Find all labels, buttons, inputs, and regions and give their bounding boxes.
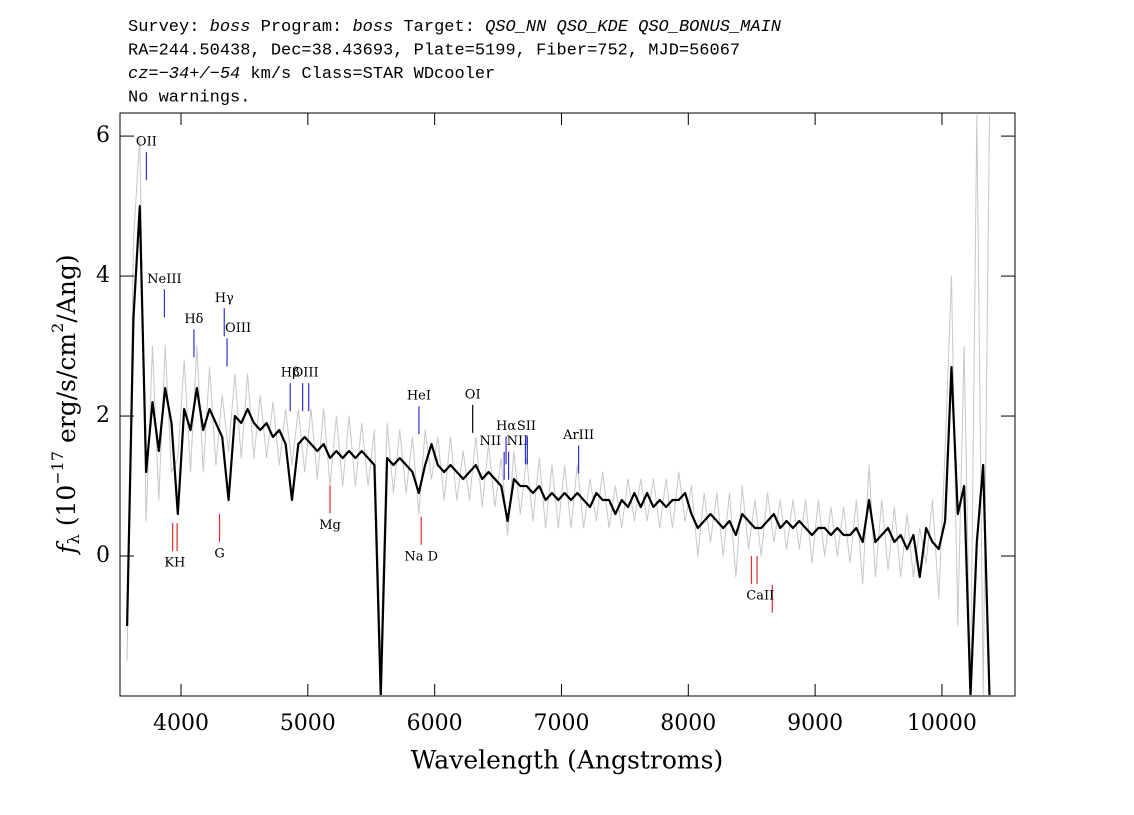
axes: 4000 5000 6000 7000 8000 9000 10000 0 2 4 6	[96, 113, 1015, 736]
x-axis-label: Wavelength (Angstroms)	[411, 746, 723, 775]
header-segment: km/s Class=STAR WDcooler	[240, 65, 495, 84]
y-label-segment: −17	[48, 451, 67, 485]
line-label: OII	[136, 135, 157, 150]
line-label: Hδ	[184, 312, 203, 327]
y-label-segment: /Ang)	[52, 254, 81, 322]
x-tick-label: 6000	[407, 711, 463, 736]
line-label: Hγ	[215, 291, 234, 306]
header-segment: Target:	[393, 18, 485, 37]
header-segment: boss	[352, 18, 393, 37]
y-label-segment: f	[52, 541, 81, 556]
line-label: HeI	[407, 389, 431, 404]
line-label: ArIII	[562, 428, 594, 443]
line-label: NII	[479, 434, 501, 449]
line-label: Hβ	[281, 366, 300, 381]
header-segment: RA=244.50438, Dec=38.43693, Plate=5199, …	[128, 42, 740, 61]
line-label: G	[214, 547, 224, 562]
y-label-segment: λ	[64, 534, 83, 544]
x-tick-label: 8000	[660, 711, 716, 736]
line-label: OIII	[293, 366, 319, 381]
y-tick-label: 2	[96, 403, 110, 428]
y-label-segment: erg/s/cm	[52, 333, 81, 451]
line-label: CaII	[746, 589, 774, 604]
header-line: RA=244.50438, Dec=38.43693, Plate=5199, …	[128, 42, 740, 61]
y-axis-label: fλ (10−17 erg/s/cm2/Ang)	[48, 254, 83, 555]
x-tick-label: 7000	[533, 711, 589, 736]
spectrum-line	[126, 204, 991, 695]
line-label: OIII	[225, 321, 251, 336]
header-segment: boss	[210, 18, 251, 37]
line-label: SII	[517, 419, 536, 434]
header-segment: No warnings.	[128, 89, 250, 108]
y-tick-label: 0	[96, 543, 110, 568]
header: Survey: boss Program: boss Target: QSO_N…	[128, 18, 782, 108]
y-tick-label: 6	[96, 123, 110, 148]
x-tick-label: 10000	[907, 711, 977, 736]
line-label: OI	[465, 387, 481, 402]
line-label: NII	[507, 434, 529, 449]
header-segment: cz=−34+/−54	[128, 65, 240, 84]
x-tick-label: 5000	[280, 711, 336, 736]
header-line: No warnings.	[128, 89, 250, 108]
y-tick-label: 4	[96, 263, 110, 288]
header-segment: Program:	[250, 18, 352, 37]
plot-area	[126, 114, 991, 695]
header-line: cz=−34+/−54 km/s Class=STAR WDcooler	[128, 65, 495, 84]
line-label: KH	[164, 556, 185, 571]
header-line: Survey: boss Program: boss Target: QSO_N…	[128, 18, 782, 37]
y-label-segment: (10	[52, 485, 81, 535]
line-label: Na D	[404, 549, 438, 564]
spectrum-line	[126, 114, 991, 695]
x-tick-label: 9000	[787, 711, 843, 736]
header-segment: QSO_NN QSO_KDE QSO_BONUS_MAIN	[485, 18, 782, 37]
plot-frame	[119, 112, 1016, 697]
line-label: Mg	[319, 518, 341, 533]
line-label: Hα	[496, 419, 516, 434]
line-label: NeIII	[147, 272, 181, 287]
y-label-segment: 2	[48, 323, 67, 333]
header-segment: Survey:	[128, 18, 210, 37]
x-tick-label: 4000	[153, 711, 209, 736]
